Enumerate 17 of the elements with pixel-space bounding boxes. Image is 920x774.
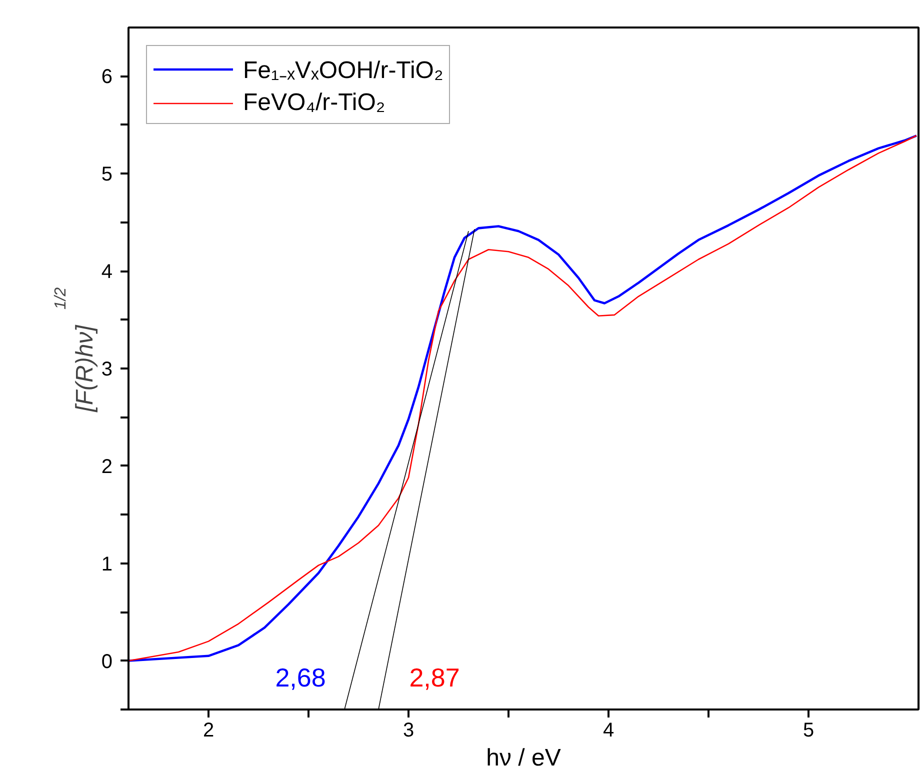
x-tick-label: 4 xyxy=(602,720,614,742)
y-tick-label: 3 xyxy=(101,358,112,380)
y-tick-label: 6 xyxy=(101,66,112,88)
x-axis-title: hν / eV xyxy=(486,744,561,772)
legend-label: Fe₁₋ₓVₓOOH/r-TiO₂ xyxy=(243,56,444,85)
legend-label: FeVO₄/r-TiO₂ xyxy=(243,89,386,117)
y-tick-label: 1 xyxy=(101,553,112,576)
x-tick-label: 2 xyxy=(202,720,214,742)
annotation: 2,87 xyxy=(409,662,460,692)
x-tick-label: 3 xyxy=(402,720,414,742)
y-tick-label: 4 xyxy=(101,261,112,284)
y-tick-label: 5 xyxy=(101,164,112,186)
y-tick-label: 2 xyxy=(101,456,112,478)
y-axis-title: [F(R)hν]1/2 xyxy=(52,287,98,413)
annotation: 2,68 xyxy=(275,662,326,692)
y-tick-label: 0 xyxy=(101,650,112,673)
x-tick-label: 5 xyxy=(802,720,814,742)
